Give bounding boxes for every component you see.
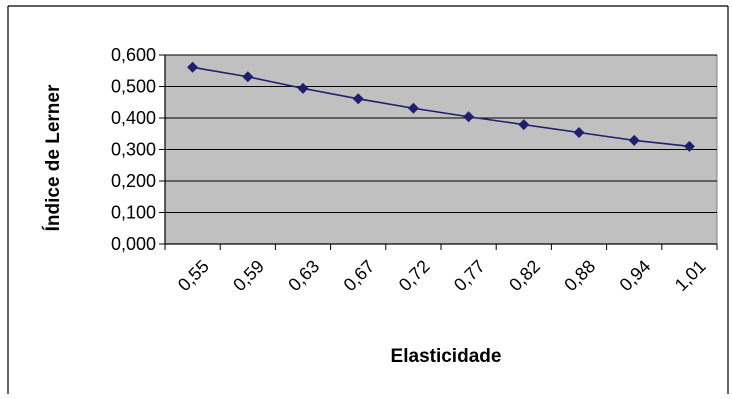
y-tick-label: 0,300 [111, 140, 156, 160]
y-axis-title: Índice de Lerner [42, 84, 64, 231]
series-line-layer [192, 66, 690, 148]
y-tick-label: 0,500 [111, 77, 156, 97]
x-tick-label: 0,88 [560, 256, 599, 295]
series-line [192, 66, 690, 148]
y-tick-label: 0,200 [111, 171, 156, 191]
x-tick-label: 0,67 [340, 256, 379, 295]
x-tick-label: 0,55 [174, 256, 213, 295]
x-tick-label: 0,94 [616, 256, 655, 295]
x-tick-label: 0,63 [284, 256, 323, 295]
x-tick-label: 0,72 [395, 256, 434, 295]
x-axis-ticks: 0,55 0,59 0,63 0,67 0,72 0,77 0,82 0,88 0,94 1,01 [164, 244, 718, 295]
data-point-marker [518, 119, 530, 131]
x-tick-label: 0,82 [505, 256, 544, 295]
data-point-marker [683, 140, 695, 152]
y-tick-label: 0,400 [111, 108, 156, 128]
data-point-marker [628, 134, 640, 146]
data-point-marker [297, 82, 309, 94]
x-tick-label: 1,01 [671, 256, 710, 295]
x-axis-title: Elasticidade [391, 346, 502, 367]
data-point-marker [242, 71, 254, 83]
data-point-marker [573, 126, 585, 138]
data-point-marker [463, 111, 475, 123]
grid-lines [165, 54, 717, 245]
data-point-marker [352, 93, 364, 105]
data-point-marker [187, 61, 199, 73]
y-tick-label: 0,000 [111, 234, 156, 254]
x-tick-label: 0,59 [229, 256, 268, 295]
data-point-marker [407, 102, 419, 114]
y-tick-label: 0,600 [111, 45, 156, 65]
y-axis-ticks: 0,000 0,100 0,200 0,300 0,400 0,500 0,600 [111, 45, 717, 254]
y-tick-label: 0,100 [111, 203, 156, 223]
series-markers [187, 61, 695, 152]
x-tick-label: 0,77 [450, 256, 489, 295]
